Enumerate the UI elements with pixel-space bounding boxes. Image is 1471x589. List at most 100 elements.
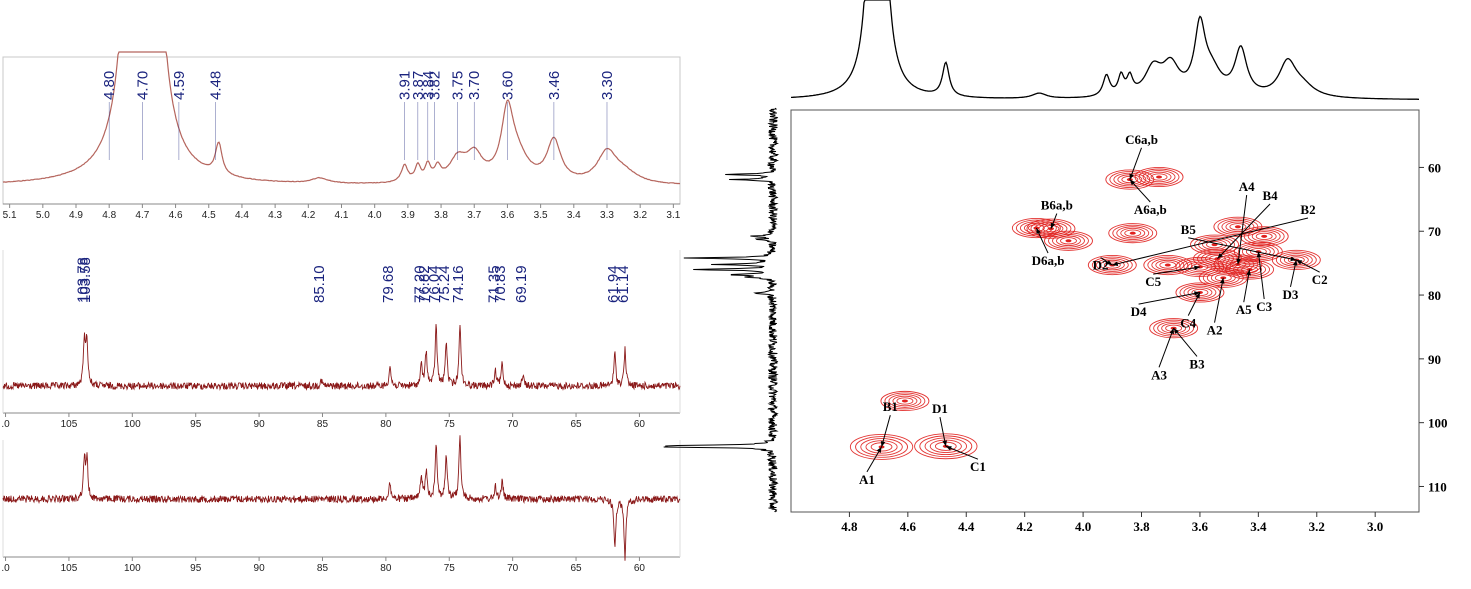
hsqc-contour-peak <box>849 433 914 460</box>
hsqc-assignment-arrow <box>1257 251 1265 300</box>
hsqc-assignment-arrowhead <box>1236 258 1241 265</box>
hsqc-assignment-label: A3 <box>1151 367 1167 382</box>
carbon-x-tick-label: 70 <box>507 419 519 430</box>
hsqc-assignment-arrow <box>1112 217 1309 266</box>
h1-peak-label: 3.46 <box>546 71 563 100</box>
h1-x-tick-label: 3.7 <box>467 210 481 221</box>
hsqc-x-tick-label: 4.2 <box>1017 519 1033 534</box>
hsqc-assignment-arrowhead <box>1129 173 1134 180</box>
hsqc-assignment-label: C5 <box>1145 274 1161 289</box>
h1-peak-label: 3.75 <box>450 71 467 100</box>
c13-peak-label: 61.94 <box>605 265 622 303</box>
hsqc-contour-peak <box>1143 255 1193 276</box>
hsqc-assignment-label: D6a,b <box>1032 253 1065 268</box>
hsqc-contour-peak <box>1116 226 1150 241</box>
h1-peak-label: 3.30 <box>599 71 616 100</box>
hsqc-x-tick-label: 4.8 <box>841 519 858 534</box>
carbon-x-tick-label: 65 <box>570 563 582 574</box>
hsqc-assignment-label: C2 <box>1312 272 1328 287</box>
hsqc-contour-peak <box>924 437 968 456</box>
carbon-x-tick-label: 75 <box>444 563 456 574</box>
carbon-x-tick-label: 80 <box>380 563 392 574</box>
hsqc-assignment-arrowhead <box>1129 179 1136 186</box>
hsqc-contour-peak <box>1191 288 1209 297</box>
h1-peak-label: 4.59 <box>171 71 188 100</box>
hsqc-contour-peak <box>1149 318 1199 339</box>
h1-peak-label: 3.82 <box>426 71 443 100</box>
hsqc-contour-peak <box>929 439 962 453</box>
hsqc-y-tick-label: 100 <box>1428 416 1448 431</box>
c13-peak-label: 77.20 <box>411 265 428 303</box>
hsqc-contour-peak <box>1279 253 1313 267</box>
hsqc-contour-peak <box>896 397 914 405</box>
hsqc-x-tick-label: 3.2 <box>1309 519 1325 534</box>
hsqc-contour-peak <box>1229 223 1247 231</box>
hsqc-assignment-arrow <box>1158 328 1175 368</box>
hsqc-contour-peak <box>1239 226 1289 247</box>
hsqc-contour-peak <box>1155 259 1181 271</box>
hsqc-assignment-label: C4 <box>1180 316 1196 331</box>
h1-x-tick-label: 4.9 <box>69 210 83 221</box>
hsqc-contour-peak <box>1095 258 1129 272</box>
h1-x-tick-label: 3.8 <box>434 210 448 221</box>
hsqc-contour-peak <box>1271 249 1321 271</box>
c13-peak-label: 74.16 <box>450 265 467 303</box>
hsqc-contour-peak-core <box>1261 234 1268 238</box>
hsqc-assignment-label: B5 <box>1181 222 1197 237</box>
hsqc-contour-peak <box>1187 287 1213 298</box>
hsqc-contour-peak <box>1087 255 1137 276</box>
h1-x-tick-label: 3.6 <box>500 210 514 221</box>
h1-x-tick-label: 4.8 <box>102 210 116 221</box>
hsqc-contour-peak <box>1142 170 1176 184</box>
h1-spectrum-trace <box>2 51 681 185</box>
hsqc-assignment-arrowhead <box>1246 269 1251 276</box>
hsqc-assignment-label: B1 <box>883 399 898 414</box>
hsqc-x-tick-label: 3.0 <box>1367 519 1383 534</box>
hsqc-y-tick-label: 60 <box>1428 160 1441 175</box>
h1-x-tick-label: 4.2 <box>301 210 315 221</box>
hsqc-contour-peak <box>1112 224 1154 242</box>
c13-peak-label: 61.14 <box>615 265 632 303</box>
hsqc-contour-peak <box>1183 285 1217 300</box>
c13-peak-label: 76.82 <box>416 265 433 303</box>
carbon-x-tick-label: .0 <box>1 563 10 574</box>
hsqc-contour-peak <box>888 394 922 408</box>
c13-peak-label: 76.04 <box>426 265 443 303</box>
hsqc-contour-peak <box>1044 230 1093 251</box>
hsqc-left-projection-trace <box>663 107 780 513</box>
h1-x-tick-label: 3.1 <box>666 210 680 221</box>
carbon-x-tick-label: 90 <box>254 419 266 430</box>
hsqc-assignment-arrowhead <box>1256 251 1262 258</box>
hsqc-assignment-arrow <box>1153 266 1201 275</box>
hsqc-assignment-label: B4 <box>1262 188 1278 203</box>
carbon-x-tick-label: 95 <box>190 563 202 574</box>
hsqc-contour-peak <box>1202 239 1227 250</box>
hsqc-assignment-arrowhead <box>1290 256 1297 262</box>
hsqc-contour-peak-core <box>1234 225 1241 229</box>
hsqc-contour-peak <box>1221 219 1255 234</box>
h1-nmr-spectrum-panel: 5.1 5.0 4.9 4.8 4.7 4.6 4.5 4.4 4.3 4.2 4.1 4.0 3.9 3… <box>2 51 681 221</box>
hsqc-assignment-arrowhead <box>1106 260 1113 266</box>
carbon-x-tick-label: 75 <box>444 419 456 430</box>
c13-peak-label: 75.24 <box>436 265 453 303</box>
dept-nmr-spectrum-panel: .0 105 100 95 90 85 80 75 70 65 60 <box>1 435 681 574</box>
hsqc-contour-peak <box>1209 255 1226 263</box>
hsqc-assignment-label: A1 <box>859 472 875 487</box>
h1-x-tick-label: 5.0 <box>36 210 50 221</box>
h1-x-tick-label: 5.1 <box>3 210 17 221</box>
hsqc-x-tick-label: 4.4 <box>958 519 975 534</box>
hsqc-contour-peak-core <box>1156 175 1163 179</box>
h1-peak-label: 3.91 <box>397 71 414 100</box>
h1-peak-label: 4.48 <box>207 71 224 100</box>
hsqc-contour-peak-core <box>1164 263 1171 267</box>
h1-x-tick-label: 3.5 <box>534 210 548 221</box>
hsqc-contour-peak <box>1153 319 1195 337</box>
h1-peak-label: 4.70 <box>134 71 151 100</box>
h1-x-tick-label: 4.3 <box>268 210 282 221</box>
carbon-spectrum-trace <box>2 435 681 561</box>
hsqc-assignment-arrowhead <box>1195 292 1200 299</box>
hsqc-contour-peak <box>1146 171 1172 183</box>
hsqc-assignment-arrowhead <box>1169 328 1174 335</box>
